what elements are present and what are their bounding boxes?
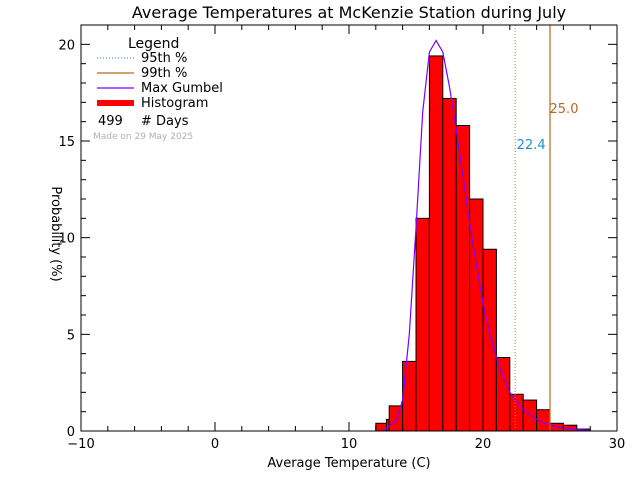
legend-item-label: Histogram [141, 96, 208, 111]
histogram-bar [388, 405, 404, 432]
x-tick-label: −10 [67, 437, 94, 452]
percentile-95-label: 22.4 [517, 138, 546, 153]
percentile-99-label: 25.0 [550, 102, 579, 117]
chart-title: Average Temperatures at McKenzie Station… [132, 3, 566, 22]
y-tick-label: 10 [58, 232, 75, 247]
x-tick-label: 0 [211, 437, 219, 452]
histogram-bar [522, 399, 538, 432]
histogram-bar [402, 360, 417, 432]
legend-title: Legend [128, 36, 179, 52]
histogram-bar [415, 217, 430, 432]
legend-count-label: # Days [141, 114, 189, 129]
made-on-note: Made on 29 May 2025 [93, 132, 193, 142]
histogram-bar [428, 55, 444, 432]
y-tick-label: 20 [58, 38, 75, 53]
legend-count-value: 499 [98, 114, 123, 129]
histogram-bar [442, 97, 457, 432]
legend-item-label: 99th % [141, 66, 187, 81]
max-gumbel-curve [382, 39, 591, 432]
histogram-bar [482, 248, 497, 432]
y-tick-label: 5 [67, 328, 75, 343]
x-tick-label: 20 [475, 437, 492, 452]
y-tick-label: 15 [58, 135, 75, 150]
legend-item-label: 95th % [141, 51, 187, 66]
x-tick-label: 30 [609, 437, 626, 452]
plot-area [375, 25, 591, 432]
legend-item-label: Max Gumbel [141, 81, 223, 96]
histogram-bar [509, 393, 524, 432]
x-axis-label: Average Temperature (C) [267, 456, 430, 471]
histogram-bar [455, 125, 471, 432]
histogram-bar [495, 357, 511, 432]
x-tick-label: 10 [341, 437, 358, 452]
y-tick-label: 0 [67, 425, 75, 440]
y-axis-label: Probability (%) [48, 186, 63, 281]
